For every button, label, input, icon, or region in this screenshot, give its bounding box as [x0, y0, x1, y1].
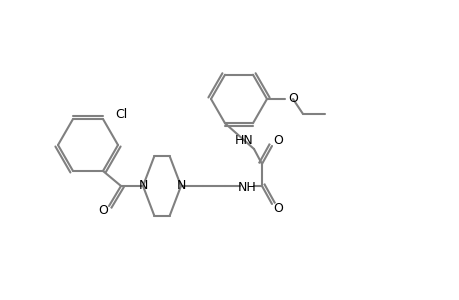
Text: N: N: [138, 179, 147, 193]
Text: O: O: [287, 92, 297, 106]
Text: O: O: [273, 202, 282, 215]
Text: HN: HN: [234, 134, 253, 148]
Text: O: O: [98, 205, 108, 218]
Text: O: O: [273, 134, 282, 148]
Text: Cl: Cl: [115, 107, 127, 121]
Text: NH: NH: [237, 182, 256, 194]
Text: N: N: [176, 179, 185, 193]
